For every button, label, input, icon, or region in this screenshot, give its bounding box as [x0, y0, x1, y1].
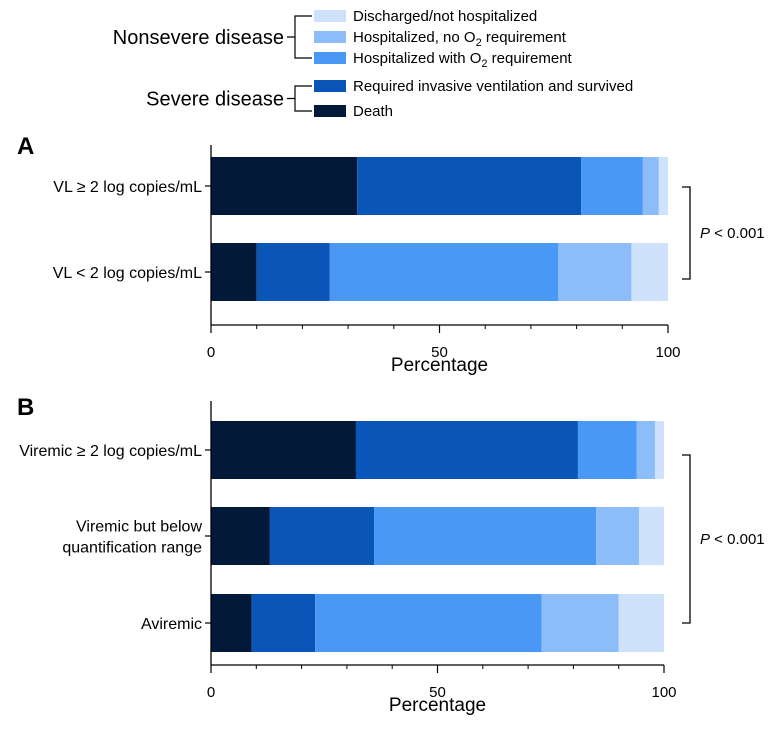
category-label: Viremic ≥ 2 log copies/mL [19, 443, 202, 460]
bar-segment [596, 507, 640, 565]
panel-letter: B [17, 394, 34, 421]
bar-segment [374, 507, 597, 565]
panel-letter: A [17, 133, 34, 160]
legend-bracket [287, 85, 312, 112]
legend-bracket [287, 15, 312, 59]
bar-segment [329, 243, 559, 301]
panel-b: B Viremic ≥ 2 log copies/mL Viremic but be… [17, 394, 765, 716]
bar-segment [251, 594, 316, 652]
category-label: VL ≥ 2 log copies/mL [53, 179, 202, 196]
bar-segment [256, 243, 330, 301]
bar-segment [618, 594, 664, 652]
legend-swatch [314, 80, 346, 92]
x-axis-title: Percentage [389, 695, 486, 716]
bar-segment [639, 507, 664, 565]
category-label: Aviremic [141, 616, 202, 633]
bar-segment [211, 243, 257, 301]
x-axis-title: Percentage [391, 355, 488, 376]
x-tick-label: 100 [655, 344, 680, 361]
bar-segment [315, 594, 542, 652]
category-label: quantification range [62, 540, 202, 557]
bar-segment [558, 243, 632, 301]
bar-segment [581, 157, 643, 215]
x-tick-label: 0 [207, 344, 215, 361]
x-tick-label: 50 [431, 344, 448, 361]
category-label: Viremic but below [76, 519, 202, 536]
p-value-annotation: P < 0.001 [700, 531, 765, 548]
legend-label: Death [353, 103, 393, 120]
bar-segment [577, 421, 637, 479]
bar-segment [642, 157, 659, 215]
legend-label: Hospitalized with O2 requirement [353, 50, 573, 70]
legend-group-label: Severe disease [146, 89, 284, 111]
bar-segment [636, 421, 655, 479]
legend-swatch [314, 31, 346, 43]
legend-swatch [314, 52, 346, 64]
significance-bracket [682, 186, 691, 280]
legend-swatch [314, 105, 346, 117]
panel-a: A VL ≥ 2 log copies/mL VL < 2 log copies/m… [17, 133, 765, 376]
legend-group-label: Nonsevere disease [113, 27, 284, 49]
legend-label: Discharged/not hospitalized [353, 8, 537, 25]
bar-segment [269, 507, 375, 565]
legend-label: Required invasive ventilation and surviv… [353, 78, 633, 95]
legend-label: Hospitalized, no O2 requirement [353, 29, 567, 49]
bar-segment [631, 243, 668, 301]
p-value-annotation: P < 0.001 [700, 225, 765, 242]
category-label: VL < 2 log copies/mL [53, 265, 202, 282]
legend-swatch [314, 10, 346, 22]
bar-segment [211, 421, 356, 479]
x-tick-label: 100 [651, 684, 676, 701]
x-tick-label: 50 [429, 684, 446, 701]
bar-segment [654, 421, 664, 479]
legend: Discharged/not hospitalized Hospitalized,… [113, 8, 633, 120]
x-tick-label: 0 [207, 684, 215, 701]
bar-segment [211, 157, 358, 215]
bar-segment [658, 157, 668, 215]
bar-segment [211, 594, 252, 652]
bar-segment [541, 594, 619, 652]
bar-segment [357, 157, 582, 215]
bar-segment [355, 421, 578, 479]
bar-segment [211, 507, 270, 565]
significance-bracket [682, 454, 691, 624]
